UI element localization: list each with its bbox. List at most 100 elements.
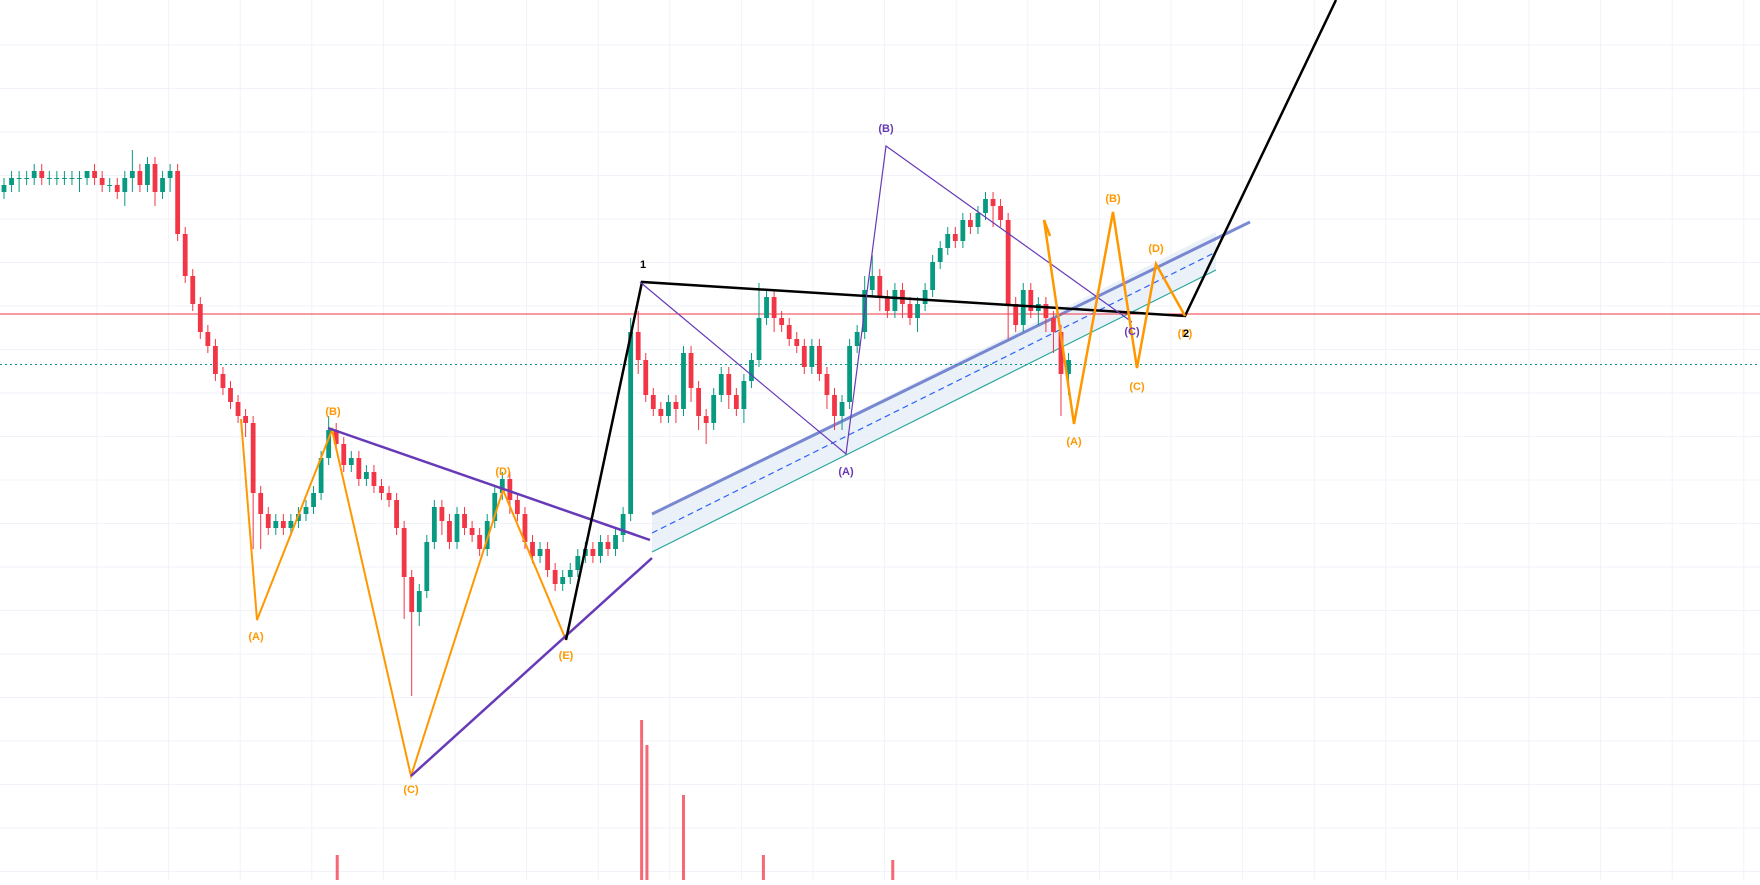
- candle-up: [839, 402, 845, 416]
- candle-up: [847, 346, 852, 402]
- candle-up: [416, 591, 422, 612]
- wave-label: (D): [495, 466, 511, 478]
- candle-down: [605, 542, 611, 549]
- candle-down: [824, 374, 830, 395]
- candle-down: [477, 535, 483, 549]
- volume-bar: [761, 855, 765, 880]
- candle-up: [869, 276, 875, 290]
- candle-down: [1005, 220, 1011, 304]
- candle-down: [832, 395, 837, 416]
- candle-down: [990, 199, 996, 206]
- candle-up: [431, 507, 437, 542]
- candle-up: [915, 304, 920, 318]
- candle-up: [122, 178, 128, 192]
- wave-label: (C): [1129, 381, 1145, 393]
- horizontal-levels: [0, 313, 1760, 365]
- candle-up: [69, 178, 75, 179]
- wave-label: (B): [1105, 193, 1121, 205]
- candle-down: [884, 297, 890, 311]
- candle-down: [371, 472, 377, 486]
- candle-down: [688, 353, 694, 388]
- candle-down: [643, 360, 649, 395]
- wave-label: (A): [248, 631, 264, 643]
- candle-down: [258, 493, 264, 514]
- candle-up: [311, 493, 316, 507]
- candle-down: [801, 346, 807, 367]
- candle-down: [817, 346, 822, 374]
- candle-up: [666, 402, 671, 416]
- wave-label: (A): [1066, 436, 1082, 448]
- candle-up: [1066, 360, 1071, 374]
- candle-down: [197, 304, 203, 332]
- candle-down: [462, 514, 467, 528]
- candle-down: [341, 444, 347, 465]
- candle-up: [892, 290, 898, 311]
- candle-up: [288, 521, 294, 528]
- candle-down: [394, 500, 399, 528]
- candle-down: [779, 318, 785, 325]
- candle-down: [1051, 318, 1056, 332]
- candle-down: [228, 388, 233, 402]
- candle-down: [205, 332, 211, 346]
- candle-down: [469, 528, 475, 535]
- wave-label: (A): [838, 466, 854, 478]
- candle-down: [265, 514, 271, 528]
- candle-up: [960, 220, 966, 241]
- candle-down: [786, 325, 792, 339]
- wave-label: 2: [1183, 328, 1189, 340]
- candle-down: [1058, 332, 1064, 374]
- candle-up: [711, 395, 717, 423]
- candle-up: [749, 360, 754, 381]
- candle-down: [175, 171, 181, 234]
- candle-down: [522, 514, 528, 542]
- candle-up: [31, 171, 37, 178]
- candle-up: [945, 234, 951, 248]
- candle-down: [650, 395, 656, 409]
- candle-down: [552, 570, 558, 584]
- candle-up: [741, 381, 747, 409]
- candle-down: [673, 402, 679, 409]
- wave-black-impulse: [564, 0, 1338, 641]
- volume-bar: [640, 720, 644, 880]
- candle-up: [560, 577, 566, 584]
- candle-up: [9, 178, 14, 185]
- candle-down: [507, 479, 513, 500]
- candle-up: [77, 178, 82, 179]
- candle-up: [24, 178, 30, 179]
- candle-down: [409, 577, 415, 612]
- candle-down: [658, 409, 664, 416]
- candle-down: [907, 304, 913, 318]
- wave-label: (B): [878, 123, 894, 135]
- candle-up: [326, 430, 332, 458]
- candle-up: [598, 542, 603, 556]
- volume-bar: [681, 795, 685, 880]
- candle-up: [681, 353, 686, 409]
- candle-up: [46, 178, 52, 179]
- candle-up: [129, 171, 135, 178]
- candle-up: [499, 479, 505, 493]
- candle-down: [356, 458, 362, 479]
- candle-up: [575, 556, 581, 570]
- trend-channel: [651, 220, 1251, 553]
- candle-up: [348, 458, 354, 465]
- candle-up: [922, 290, 928, 304]
- candle-up: [930, 262, 936, 290]
- wave-purple-abc: [639, 144, 1133, 456]
- candle-up: [364, 472, 369, 479]
- candle-up: [145, 164, 150, 185]
- volume-bars: [335, 720, 895, 880]
- candle-down: [447, 521, 452, 542]
- candle-up: [167, 171, 173, 178]
- candle-down: [137, 171, 143, 185]
- candle-down: [900, 290, 905, 304]
- candle-up: [764, 297, 769, 318]
- candle-down: [968, 220, 973, 227]
- candle-down: [696, 388, 701, 416]
- candle-down: [114, 185, 120, 192]
- candle-down: [99, 178, 105, 185]
- wave-label: (C): [1124, 326, 1140, 338]
- candle-up: [273, 521, 279, 528]
- candle-down: [243, 416, 248, 423]
